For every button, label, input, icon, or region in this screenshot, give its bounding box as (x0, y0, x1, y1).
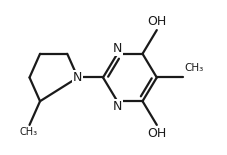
Text: OH: OH (146, 127, 166, 140)
Text: CH₃: CH₃ (183, 63, 202, 73)
Text: N: N (112, 100, 121, 113)
Text: OH: OH (146, 15, 166, 28)
Text: N: N (112, 42, 121, 55)
Text: CH₃: CH₃ (19, 127, 37, 137)
Text: N: N (73, 71, 82, 84)
